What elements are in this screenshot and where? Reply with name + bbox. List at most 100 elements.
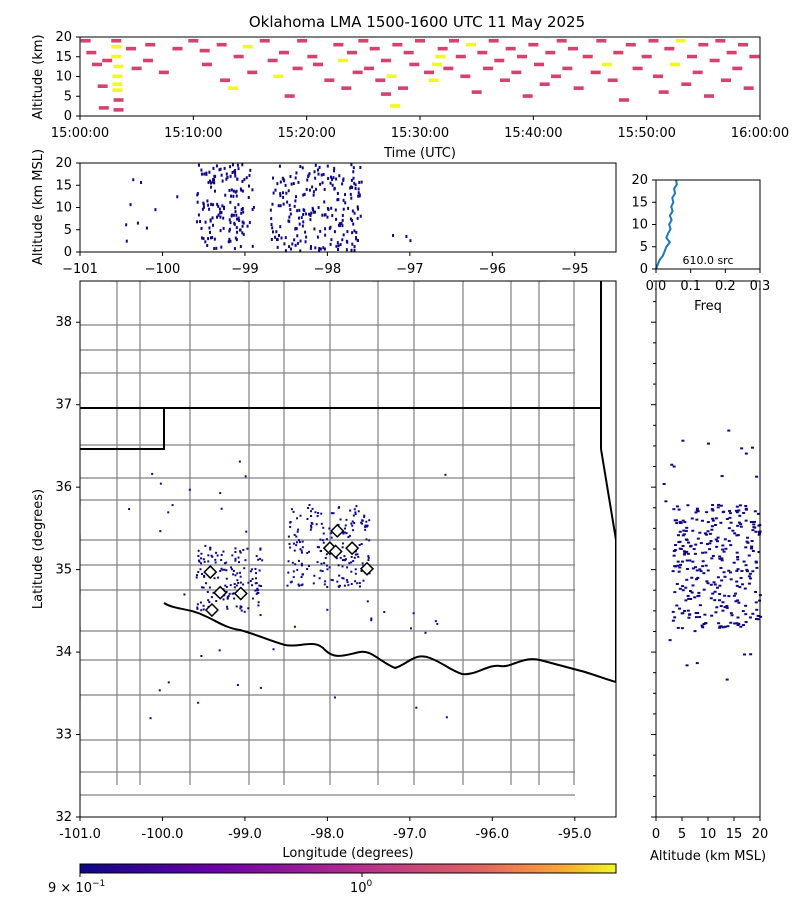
plan-view-point: [383, 610, 386, 613]
alt-lat-point: [745, 568, 749, 571]
plan-view-point: [358, 585, 361, 588]
lon-alt-point: [223, 166, 226, 170]
lon-alt-point: [251, 244, 254, 248]
plan-view-ytick-label: 35: [55, 563, 72, 578]
plan-view-point: [296, 568, 299, 571]
lon-alt-point: [295, 195, 298, 199]
plan-view-point: [424, 631, 427, 634]
time-height-cell: [279, 50, 289, 55]
alt-lat-point: [733, 622, 737, 625]
station-marker: [345, 541, 360, 556]
plan-view-point: [295, 535, 298, 538]
lon-alt-point: [294, 176, 297, 180]
time-height-cell: [596, 38, 607, 43]
lon-alt-point: [359, 214, 362, 218]
lon-alt-point: [283, 179, 286, 183]
alt-lat-point: [695, 569, 699, 572]
alt-lat-point: [710, 614, 714, 617]
lon-alt-point: [229, 174, 232, 178]
plan-view-point: [357, 555, 360, 558]
alt-lat-point: [678, 520, 682, 523]
lon-alt-point: [154, 208, 157, 212]
plan-view-point: [350, 583, 353, 585]
lon-alt-point: [234, 169, 237, 173]
alt-lat-point: [754, 560, 758, 563]
alt-lat-point: [664, 500, 668, 503]
alt-lat-point: [675, 604, 679, 607]
lon-alt-point: [284, 236, 287, 240]
plan-view-point: [354, 580, 357, 583]
alt-lat-point: [718, 557, 722, 560]
alt-lat-point: [757, 551, 761, 554]
alt-lat-point: [697, 591, 701, 594]
lon-alt-point: [232, 194, 235, 198]
alt-lat-point: [690, 591, 694, 594]
alt-lat-point: [716, 576, 720, 579]
alt-lat-point: [693, 630, 697, 633]
alt-lat-point: [759, 615, 763, 618]
plan-view-point: [358, 544, 361, 547]
alt-lat-point: [678, 607, 682, 610]
time-height-cell: [466, 42, 476, 47]
plan-view-point: [345, 532, 348, 535]
lon-alt-point: [245, 176, 248, 180]
lon-alt-point: [299, 239, 302, 243]
alt-lat-point: [675, 505, 679, 508]
alt-lat-point: [686, 504, 690, 507]
time-height-cell: [364, 66, 374, 71]
lon-alt-point: [240, 188, 243, 192]
alt-lat-point: [719, 605, 723, 608]
alt-lat-point: [699, 542, 703, 545]
plan-view-point: [339, 556, 342, 559]
alt-lat-point: [729, 521, 733, 524]
plan-view-point: [320, 522, 323, 525]
plan-view-point: [251, 597, 254, 600]
plan-view-point: [225, 569, 228, 572]
time-height-cell: [534, 62, 544, 67]
lon-alt-point: [338, 174, 341, 178]
plan-view-ytick-label: 37: [55, 398, 72, 413]
alt-lat-point: [756, 512, 760, 515]
plan-view-ytick-label: 38: [55, 315, 72, 330]
alt-lat-point: [695, 662, 699, 665]
alt-lat-point: [672, 554, 676, 557]
lon-alt-xtick-label: −97: [396, 262, 423, 277]
time-height-cell: [188, 38, 199, 43]
plan-view-point: [360, 569, 363, 572]
plan-view-xtick-label: -100.0: [142, 827, 184, 842]
plan-view-point: [364, 525, 367, 528]
plan-view-xtick-label: -99.0: [228, 827, 262, 842]
lon-alt-point: [278, 164, 281, 168]
lon-alt-point: [289, 175, 292, 179]
plan-view-point: [202, 586, 205, 589]
plan-view-point: [259, 614, 262, 617]
lon-alt-point: [341, 224, 344, 228]
time-height-cell: [721, 78, 731, 83]
plan-view-point: [206, 590, 209, 593]
lon-alt-point: [342, 233, 345, 237]
lon-alt-point: [305, 235, 308, 239]
plan-view-point: [316, 514, 319, 517]
time-height-cell: [324, 78, 335, 83]
time-height-cell: [111, 54, 122, 59]
alt-lat-xtick-label: 0: [652, 827, 660, 842]
plan-view-point: [223, 562, 226, 565]
lon-alt-point: [200, 172, 203, 176]
alt-lat-point: [694, 616, 698, 619]
alt-lat-point: [710, 525, 714, 528]
plan-view-point: [240, 609, 243, 612]
alt-lat-point: [739, 525, 743, 528]
alt-lat-point: [749, 577, 753, 580]
plan-view-point: [301, 546, 304, 549]
plan-view-point: [239, 571, 242, 574]
plan-view-point: [204, 544, 207, 547]
alt-lat-point: [681, 545, 685, 548]
arkansas-border: [600, 448, 616, 682]
alt-lat-point: [691, 567, 695, 570]
lon-alt-point: [288, 219, 291, 223]
lon-alt-point: [203, 172, 206, 176]
lon-alt-ylabel: Altitude (km MSL): [31, 149, 46, 265]
plan-view-point: [306, 551, 309, 554]
time-height-xtick-label: 15:00:00: [51, 126, 109, 141]
lon-alt-point: [225, 172, 228, 176]
